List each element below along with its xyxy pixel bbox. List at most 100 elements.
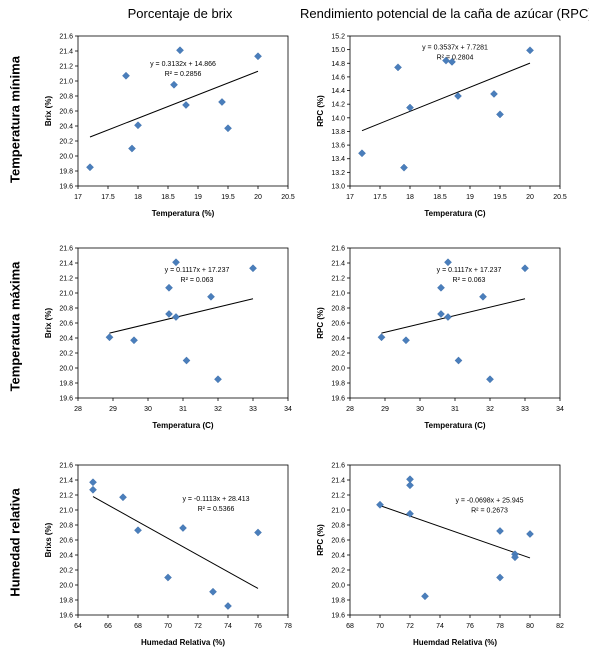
r-squared-label: R² = 0.5366 <box>198 506 235 513</box>
x-tick-label: 31 <box>451 406 459 413</box>
data-point <box>521 264 529 273</box>
data-point <box>134 526 142 535</box>
row-title-humedad-relativa: Humedad relativa <box>7 488 23 597</box>
x-tick-label: 80 <box>526 623 534 630</box>
data-point <box>406 103 414 112</box>
y-tick-label: 15.0 <box>331 47 345 54</box>
y-tick-label: 20.2 <box>331 351 345 358</box>
chart-rpc-vs-tmax: 19.6 19.8 20.0 20.2 20.4 20.6 20.8 21.0 21.2 21.4… <box>316 246 564 431</box>
x-tick-label: 78 <box>496 623 504 630</box>
x-axis-title: Temperatura (C) <box>424 421 486 430</box>
column-title-rpc: Rendimiento potencial de la caña de azúc… <box>300 6 589 21</box>
y-tick-label: 20.4 <box>331 336 345 343</box>
r-squared-label: R² = 0.2804 <box>437 55 474 62</box>
data-point <box>454 92 462 100</box>
y-tick-label: 19.8 <box>331 381 345 388</box>
plot-area-border <box>77 464 289 616</box>
y-tick-label: 21.2 <box>59 493 73 500</box>
y-tick-label: 19.8 <box>59 381 73 388</box>
y-tick-label: 21.0 <box>59 508 73 515</box>
x-tick-label: 20.5 <box>281 194 295 201</box>
y-tick-label: 19.6 <box>59 396 73 403</box>
r-squared-label: R² = 0.2673 <box>471 508 508 515</box>
x-tick-label: 17.5 <box>101 194 115 201</box>
data-point <box>89 485 97 494</box>
x-tick-label: 20 <box>254 194 262 201</box>
y-tick-label: 21.0 <box>331 508 345 515</box>
data-point <box>358 149 366 158</box>
data-point <box>400 163 408 172</box>
y-tick-label: 20.0 <box>59 154 73 161</box>
data-point <box>176 46 184 55</box>
y-tick-label: 20.2 <box>59 351 73 358</box>
y-tick-label: 19.8 <box>59 169 73 176</box>
chart-rpc-vs-humedad: 19.6 19.8 20.0 20.2 20.4 20.6 20.8 21.0 21.2 21.4… <box>316 463 564 648</box>
y-tick-label: 20.4 <box>59 553 73 560</box>
data-point <box>249 264 257 273</box>
y-tick-label: 14.6 <box>331 74 345 81</box>
y-axis-title: Brixs (%) <box>44 522 53 557</box>
y-tick-label: 21.2 <box>59 276 73 283</box>
x-tick-label: 76 <box>466 623 474 630</box>
x-tick-label: 19 <box>194 194 202 201</box>
x-tick-label: 76 <box>254 623 262 630</box>
x-axis-title: Huemdad Relativa (%) <box>413 638 497 647</box>
y-tick-label: 20.2 <box>59 568 73 575</box>
data-point <box>172 313 180 321</box>
data-point <box>165 283 173 292</box>
x-tick-label: 82 <box>556 623 564 630</box>
data-point <box>165 310 173 318</box>
data-point <box>454 356 463 365</box>
y-tick-label: 13.0 <box>331 184 345 191</box>
y-tick-label: 19.6 <box>59 613 73 620</box>
y-tick-label: 21.6 <box>331 463 345 470</box>
data-point <box>496 527 504 535</box>
trendline <box>89 70 259 138</box>
trendline-equation: y = 0.3132x + 14.866 <box>150 61 216 68</box>
data-point <box>526 530 534 538</box>
y-tick-label: 21.4 <box>59 49 73 56</box>
trendline-equation: y = -0.0698x + 25.945 <box>455 498 523 505</box>
data-point <box>172 258 180 267</box>
x-tick-label: 32 <box>214 406 222 413</box>
y-axis-title: RPC (%) <box>316 524 325 556</box>
data-point <box>128 144 136 153</box>
x-axis-title: Humedad Relativa (%) <box>141 638 225 647</box>
y-tick-label: 13.6 <box>331 143 345 150</box>
y-tick-label: 19.6 <box>331 613 345 620</box>
y-tick-label: 20.0 <box>59 583 73 590</box>
data-point <box>214 375 222 384</box>
x-tick-label: 78 <box>284 623 292 630</box>
trendline <box>92 496 259 589</box>
y-tick-label: 20.8 <box>331 306 345 313</box>
data-point <box>182 101 190 109</box>
x-tick-label: 70 <box>376 623 384 630</box>
data-point <box>490 90 498 98</box>
chart-brix-vs-tmax: 19.6 19.8 20.0 20.2 20.4 20.6 20.8 21.0 21.2 21.4… <box>44 246 292 431</box>
data-point <box>164 573 172 582</box>
x-tick-label: 74 <box>436 623 444 630</box>
x-tick-label: 28 <box>74 406 82 413</box>
column-title-brix: Porcentaje de brix <box>127 6 233 21</box>
y-axis-title: Brix (%) <box>44 308 53 339</box>
trendline-equation: y = 0.1117x + 17.237 <box>165 267 230 274</box>
x-tick-label: 30 <box>416 406 424 413</box>
r-squared-label: R² = 0.063 <box>181 277 214 284</box>
y-tick-label: 20.8 <box>59 523 73 530</box>
y-tick-label: 14.8 <box>331 61 345 68</box>
data-point <box>376 500 384 509</box>
row-title-temperatura-minima: Temperatura mínima <box>7 56 23 183</box>
x-tick-label: 64 <box>74 623 82 630</box>
data-point <box>224 602 232 610</box>
y-tick-label: 14.4 <box>331 88 345 95</box>
y-tick-label: 20.6 <box>59 538 73 545</box>
data-point <box>406 481 414 490</box>
data-point <box>496 573 504 582</box>
y-tick-label: 21.0 <box>59 79 73 86</box>
x-tick-label: 17 <box>346 194 354 201</box>
trendline <box>109 298 254 334</box>
x-axis-title: Temperatura (C) <box>152 421 214 430</box>
plot-area-border <box>349 35 561 187</box>
y-tick-label: 15.2 <box>331 34 345 41</box>
x-tick-label: 72 <box>406 623 414 630</box>
